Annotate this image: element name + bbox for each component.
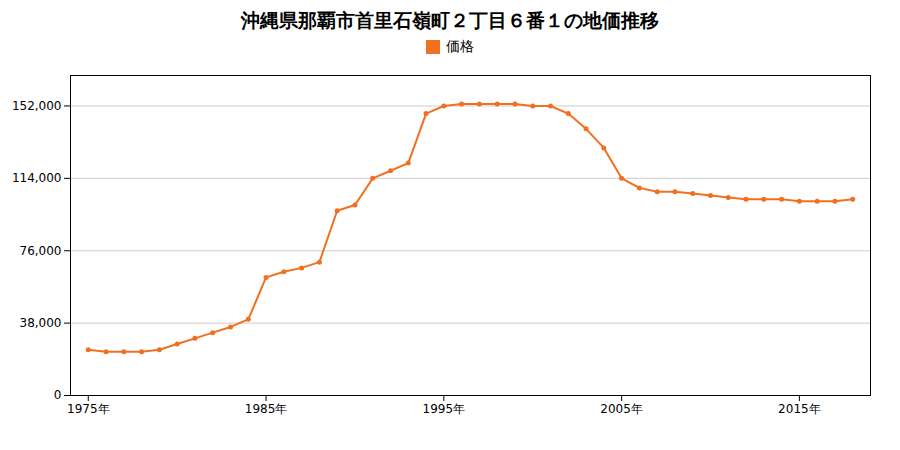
svg-text:2005年: 2005年 — [600, 402, 643, 416]
svg-text:1975年: 1975年 — [67, 402, 110, 416]
svg-text:152,000: 152,000 — [12, 99, 62, 113]
svg-text:1995年: 1995年 — [423, 402, 466, 416]
html-text:沖縄県那覇市首里石嶺町２丁目６番１の地価推移: 沖縄県那覇市首里石嶺町２丁目６番１の地価推移 — [241, 9, 659, 31]
svg-text:2015年: 2015年 — [778, 402, 821, 416]
svg-text:114,000: 114,000 — [12, 171, 62, 185]
svg-text:76,000: 76,000 — [20, 244, 62, 258]
svg-text:1985年: 1985年 — [245, 402, 288, 416]
svg-text:0: 0 — [54, 388, 62, 402]
html-text:価格: 価格 — [446, 38, 474, 54]
svg-text:38,000: 38,000 — [20, 316, 62, 330]
